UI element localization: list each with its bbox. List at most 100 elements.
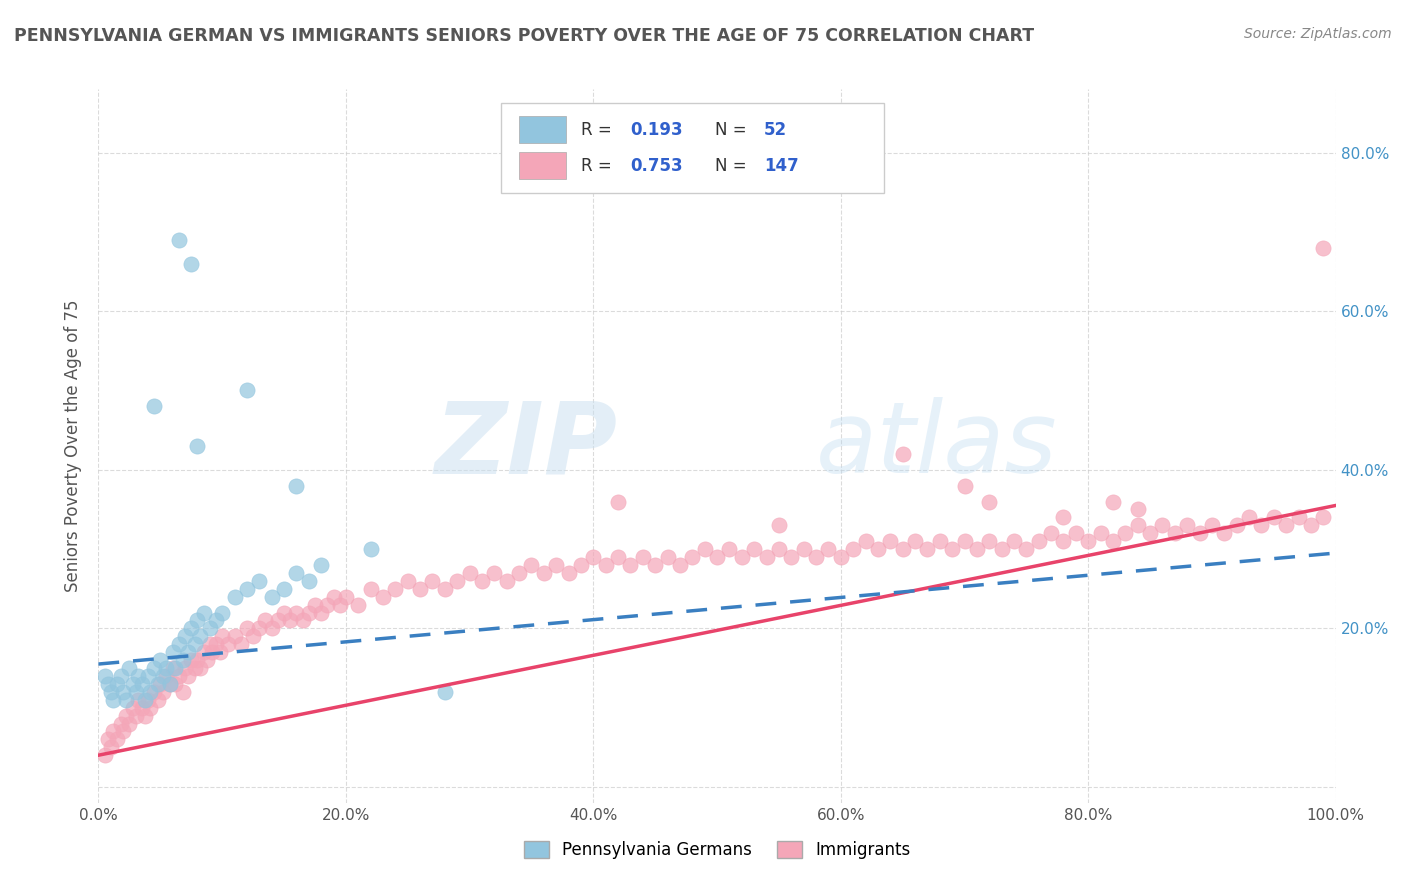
Point <box>93 748 115 763</box>
Point <box>1114 526 1136 541</box>
Point <box>706 549 728 564</box>
Point <box>205 614 228 628</box>
FancyBboxPatch shape <box>519 152 567 179</box>
Point <box>110 716 132 731</box>
Point <box>495 574 517 588</box>
Point <box>322 590 344 604</box>
Point <box>105 677 128 691</box>
Point <box>484 566 506 580</box>
Point <box>100 740 122 755</box>
Point <box>768 542 790 557</box>
Point <box>582 549 605 564</box>
Point <box>433 685 456 699</box>
Point <box>966 542 988 557</box>
Point <box>1275 518 1298 533</box>
Point <box>152 685 174 699</box>
Point <box>174 629 197 643</box>
Point <box>433 582 456 596</box>
Point <box>176 669 198 683</box>
Point <box>1139 526 1161 541</box>
Point <box>110 669 132 683</box>
Point <box>360 542 382 557</box>
Point <box>693 542 716 557</box>
Point <box>186 614 208 628</box>
Point <box>309 606 332 620</box>
Point <box>1237 510 1260 524</box>
Point <box>291 614 314 628</box>
Point <box>159 677 181 691</box>
Point <box>953 534 976 549</box>
Point <box>371 590 394 604</box>
Point <box>247 621 270 635</box>
Point <box>205 637 228 651</box>
Point <box>793 542 815 557</box>
Point <box>188 629 211 643</box>
Point <box>112 724 135 739</box>
Point <box>928 534 950 549</box>
Point <box>174 661 197 675</box>
Point <box>1152 518 1174 533</box>
Text: 52: 52 <box>763 121 787 139</box>
Point <box>1263 510 1285 524</box>
Point <box>285 478 308 492</box>
Point <box>143 661 166 675</box>
Point <box>136 692 159 706</box>
Point <box>242 629 264 643</box>
Point <box>165 661 187 675</box>
Point <box>569 558 592 572</box>
Point <box>114 708 136 723</box>
Text: ZIP: ZIP <box>434 398 619 494</box>
Point <box>180 621 202 635</box>
Point <box>804 549 827 564</box>
Point <box>422 574 444 588</box>
Point <box>1064 526 1087 541</box>
Point <box>1052 510 1074 524</box>
Point <box>236 621 259 635</box>
Point <box>134 708 156 723</box>
Point <box>1002 534 1025 549</box>
Point <box>842 542 865 557</box>
Text: R =: R = <box>581 157 617 175</box>
Point <box>124 708 146 723</box>
Point <box>131 700 153 714</box>
Point <box>1226 518 1249 533</box>
Point <box>1077 534 1099 549</box>
Point <box>155 661 177 675</box>
Point <box>184 661 207 675</box>
Point <box>1015 542 1038 557</box>
Point <box>143 685 166 699</box>
Point <box>105 732 128 747</box>
Point <box>607 549 630 564</box>
Point <box>167 637 190 651</box>
Point <box>103 692 125 706</box>
Point <box>891 447 914 461</box>
Point <box>891 542 914 557</box>
Point <box>162 661 184 675</box>
Point <box>1126 502 1149 516</box>
Text: N =: N = <box>714 157 751 175</box>
Point <box>149 653 172 667</box>
Point <box>152 669 174 683</box>
Legend: Pennsylvania Germans, Immigrants: Pennsylvania Germans, Immigrants <box>517 834 917 866</box>
Point <box>159 677 181 691</box>
Point <box>533 566 555 580</box>
Point <box>817 542 839 557</box>
Point <box>176 645 198 659</box>
Point <box>97 732 120 747</box>
Text: 0.753: 0.753 <box>630 157 683 175</box>
Point <box>149 677 172 691</box>
Point <box>1213 526 1236 541</box>
Point <box>360 582 382 596</box>
Text: 147: 147 <box>763 157 799 175</box>
Point <box>298 606 321 620</box>
Point <box>1250 518 1272 533</box>
Point <box>990 542 1012 557</box>
Point <box>866 542 889 557</box>
Point <box>731 549 754 564</box>
Point <box>136 669 159 683</box>
Text: N =: N = <box>714 121 751 139</box>
Point <box>114 692 136 706</box>
Point <box>1126 518 1149 533</box>
Point <box>100 685 122 699</box>
Point <box>267 614 290 628</box>
